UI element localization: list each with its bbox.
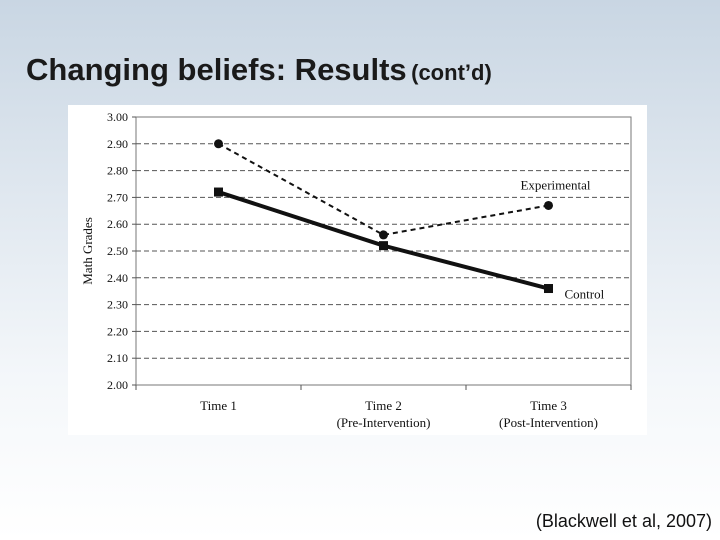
y-tick-label: 2.30 xyxy=(107,298,128,312)
y-tick-label: 2.90 xyxy=(107,137,128,151)
series-line-control xyxy=(217,190,550,291)
y-axis-label: Math Grades xyxy=(80,217,95,285)
x-tick-label: Time 1 xyxy=(200,398,237,413)
y-tick-label: 2.60 xyxy=(107,217,128,231)
citation: (Blackwell et al, 2007) xyxy=(535,511,712,531)
x-tick-label: Time 2 xyxy=(365,398,402,413)
data-point-control xyxy=(544,284,553,294)
x-tick-sublabel: (Pre-Intervention) xyxy=(337,415,431,430)
data-point-control xyxy=(379,241,388,251)
data-point-experimental xyxy=(214,139,223,149)
data-point-control xyxy=(214,187,223,197)
slide-title-suffix: (cont’d) xyxy=(411,60,492,85)
chart-panel: 2.00 2.10 2.20 2.30 2.40 2.50 2.60 2.70 2.80 2.90… xyxy=(68,105,647,435)
series-line-experimental xyxy=(218,142,549,236)
y-tick-label: 2.40 xyxy=(107,271,128,285)
y-tick-label: 2.50 xyxy=(107,244,128,258)
slide-title: Changing beliefs: Results (cont’d) xyxy=(26,52,492,88)
x-tick-sublabel: (Post-Intervention) xyxy=(499,415,598,430)
y-tick-label: 2.10 xyxy=(107,351,128,365)
data-point-experimental xyxy=(379,230,388,240)
series-label-experimental: Experimental xyxy=(520,177,590,192)
series-label-control: Control xyxy=(565,287,605,302)
line-chart: 2.00 2.10 2.20 2.30 2.40 2.50 2.60 2.70 2.80 2.90… xyxy=(80,110,632,430)
y-tick-label: 2.20 xyxy=(107,324,128,338)
y-tick-label: 3.00 xyxy=(107,110,128,124)
y-tick-label: 2.70 xyxy=(107,190,128,204)
y-tick-label: 2.00 xyxy=(107,378,128,392)
data-point-experimental xyxy=(544,200,553,210)
slide-title-main: Changing beliefs: Results xyxy=(26,52,407,87)
y-tick-label: 2.80 xyxy=(107,164,128,178)
x-tick-label: Time 3 xyxy=(530,398,567,413)
